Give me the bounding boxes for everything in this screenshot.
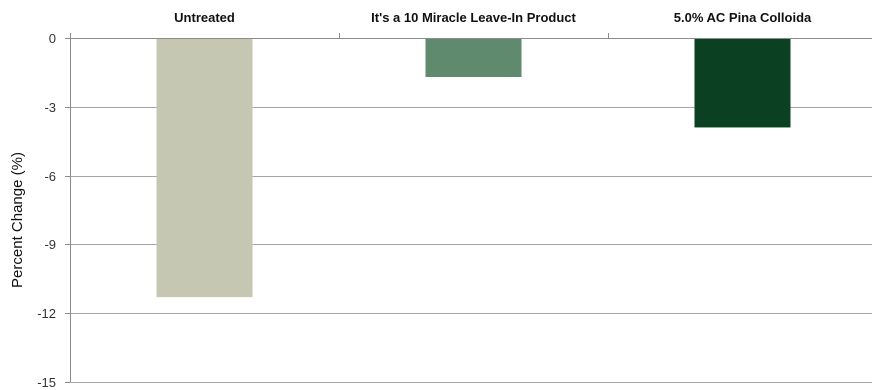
y-tick-label: -15	[37, 375, 56, 390]
bars	[156, 38, 791, 298]
axes	[70, 33, 872, 382]
bar	[156, 38, 253, 298]
category-label: 5.0% AC Pina Colloida	[674, 10, 812, 25]
y-tick-label: -12	[37, 306, 56, 321]
y-tick-label: 0	[49, 31, 56, 46]
category-label: Untreated	[174, 10, 235, 25]
y-tick-label: -6	[44, 169, 56, 184]
category-label: It's a 10 Miracle Leave-In Product	[371, 10, 576, 25]
bar	[694, 38, 791, 128]
y-tick-labels: 0 -3 -6 -9 -12 -15	[37, 31, 56, 390]
y-tick-label: -3	[44, 100, 56, 115]
category-labels: Untreated It's a 10 Miracle Leave-In Prod…	[174, 10, 812, 25]
bar	[425, 38, 522, 77]
y-tick-label: -9	[44, 237, 56, 252]
y-axis-title: Percent Change (%)	[9, 152, 26, 288]
